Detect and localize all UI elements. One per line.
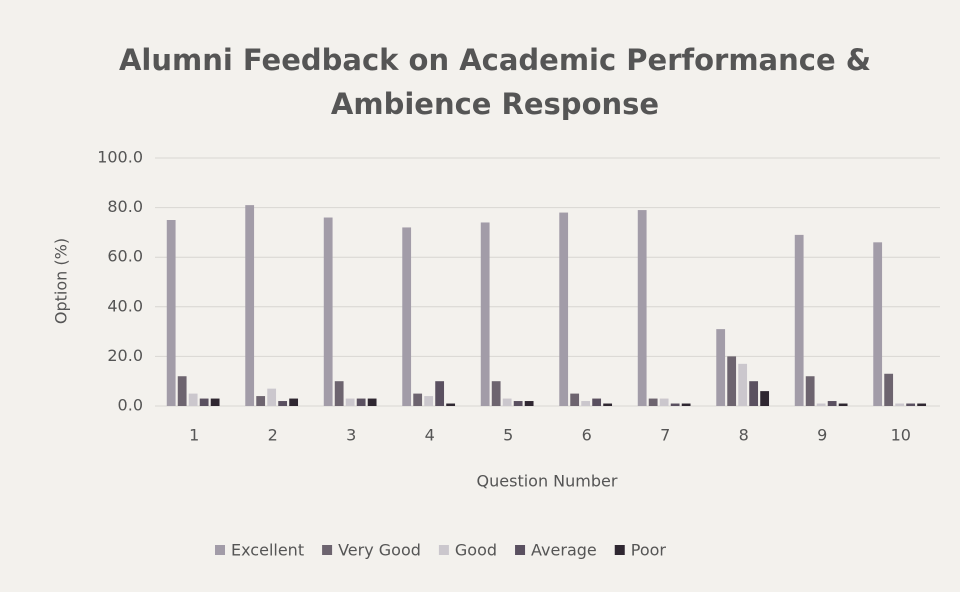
bar bbox=[659, 398, 669, 406]
bar bbox=[716, 329, 726, 406]
bar bbox=[592, 398, 602, 406]
bar bbox=[356, 398, 366, 406]
bar bbox=[513, 401, 523, 406]
x-tick-label: 2 bbox=[268, 426, 278, 445]
bar bbox=[805, 376, 815, 406]
x-tick-label: 4 bbox=[425, 426, 435, 445]
bar bbox=[794, 234, 804, 406]
bar bbox=[278, 401, 288, 406]
bar bbox=[480, 222, 490, 406]
bar bbox=[670, 403, 680, 406]
y-tick-label: 0.0 bbox=[118, 396, 143, 415]
y-tick-label: 100.0 bbox=[97, 148, 143, 167]
y-tick-label: 20.0 bbox=[107, 346, 143, 365]
bar bbox=[210, 398, 220, 406]
bar bbox=[435, 381, 445, 406]
bar bbox=[367, 398, 377, 406]
bar bbox=[738, 363, 748, 406]
bar bbox=[648, 398, 658, 406]
chart-title: Alumni Feedback on Academic Performance … bbox=[118, 43, 872, 121]
bar bbox=[188, 393, 198, 406]
legend-swatch bbox=[515, 545, 526, 555]
bar bbox=[749, 381, 759, 406]
bar bbox=[267, 388, 277, 406]
bar bbox=[446, 403, 456, 406]
y-tick-label: 40.0 bbox=[107, 296, 143, 315]
bar bbox=[581, 401, 591, 406]
bar bbox=[323, 217, 333, 406]
bar bbox=[827, 401, 837, 406]
x-tick-label: 3 bbox=[346, 426, 356, 445]
x-tick-label: 6 bbox=[582, 426, 592, 445]
x-tick-label: 7 bbox=[660, 426, 670, 445]
legend-swatch bbox=[322, 545, 333, 555]
bar bbox=[245, 205, 255, 406]
bar bbox=[256, 396, 266, 406]
y-tick-label: 60.0 bbox=[107, 247, 143, 266]
legend-label: Excellent bbox=[231, 541, 304, 560]
bar bbox=[199, 398, 209, 406]
legend-label: Poor bbox=[631, 541, 667, 560]
bar bbox=[491, 381, 501, 406]
bar bbox=[906, 403, 916, 406]
bar bbox=[637, 210, 647, 406]
legend-swatch bbox=[438, 545, 449, 555]
x-tick-label: 5 bbox=[503, 426, 513, 445]
legend-swatch bbox=[215, 545, 225, 555]
bar bbox=[873, 242, 883, 406]
y-tick-label: 80.0 bbox=[107, 197, 143, 216]
bar bbox=[502, 398, 512, 406]
bar bbox=[413, 393, 423, 406]
bar bbox=[884, 373, 894, 406]
bar bbox=[166, 220, 176, 406]
legend-label: Good bbox=[455, 541, 497, 560]
x-tick-label: 8 bbox=[739, 426, 749, 445]
bar bbox=[895, 403, 905, 406]
legend-label: Average bbox=[531, 541, 597, 560]
bar bbox=[424, 396, 434, 406]
x-tick-label: 9 bbox=[817, 426, 827, 445]
bar bbox=[570, 393, 580, 406]
bar bbox=[177, 376, 187, 406]
bar bbox=[727, 356, 737, 406]
legend-label: Very Good bbox=[338, 541, 421, 560]
bar bbox=[524, 401, 534, 406]
bar bbox=[681, 403, 691, 406]
legend-swatch bbox=[614, 545, 625, 555]
bar bbox=[760, 391, 770, 406]
bar bbox=[345, 398, 355, 406]
bar bbox=[559, 212, 569, 406]
x-tick-label: 1 bbox=[189, 426, 199, 445]
y-axis-title: Option (%) bbox=[52, 238, 71, 324]
x-tick-label: 10 bbox=[891, 426, 911, 445]
bar bbox=[402, 227, 412, 406]
bar bbox=[816, 403, 826, 406]
x-axis-title: Question Number bbox=[477, 472, 618, 491]
bar bbox=[838, 403, 848, 406]
bar bbox=[603, 403, 613, 406]
bar bbox=[289, 398, 299, 406]
bar bbox=[334, 381, 344, 406]
bar bbox=[917, 403, 927, 406]
